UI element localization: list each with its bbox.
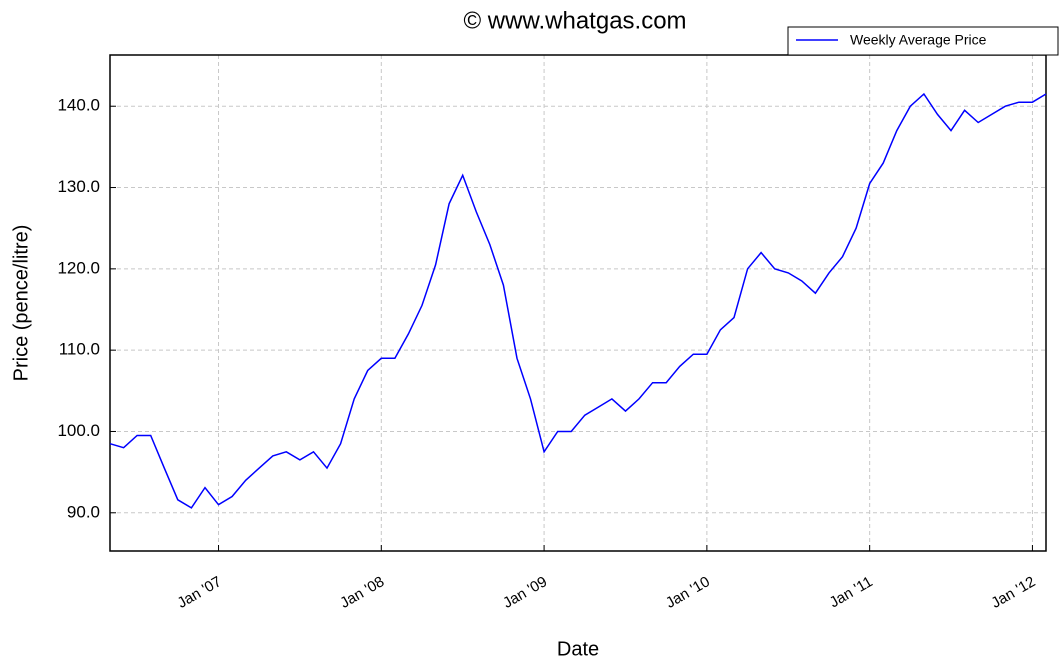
data-line xyxy=(109,92,1047,509)
y-tick-label: 140.0 xyxy=(57,96,100,115)
x-tick-label: Jan '11 xyxy=(827,573,876,611)
legend-label: Weekly Average Price xyxy=(850,32,987,48)
x-axis-label: Date xyxy=(557,638,599,660)
x-tick-label: Jan '10 xyxy=(663,573,713,612)
x-tick-label: Jan '12 xyxy=(988,573,1038,612)
y-tick-label: 90.0 xyxy=(67,502,100,521)
x-tick-label: Jan '08 xyxy=(337,573,387,612)
y-tick-label: 130.0 xyxy=(57,177,100,196)
chart-title: © www.whatgas.com xyxy=(463,7,686,34)
y-tick-label: 110.0 xyxy=(59,340,100,359)
y-tick-label: 100.0 xyxy=(57,421,100,440)
y-tick-label: 120.0 xyxy=(57,258,100,277)
x-tick-label: Jan '09 xyxy=(500,573,550,612)
y-axis-label: Price (pence/litre) xyxy=(10,225,32,382)
plot-frame xyxy=(109,54,1047,552)
x-tick-label: Jan '07 xyxy=(175,573,225,612)
legend-box xyxy=(787,26,1059,56)
